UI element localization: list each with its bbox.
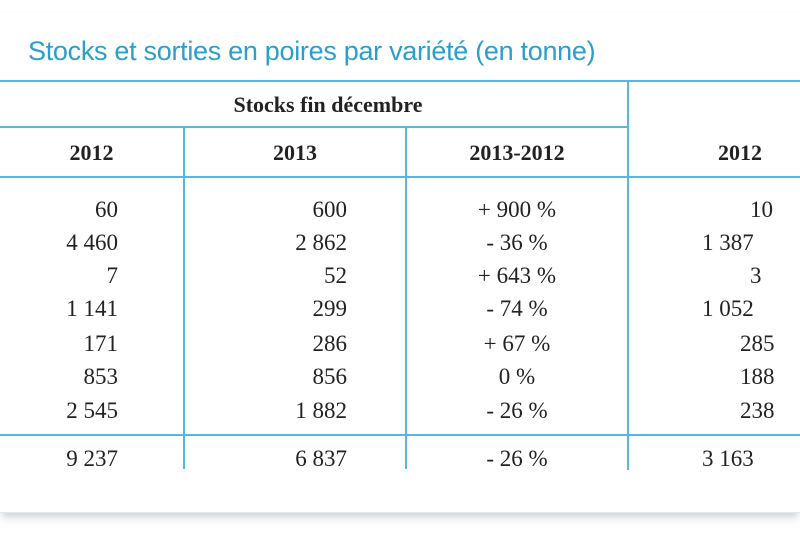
col-header-2012-next: 2012	[718, 140, 762, 165]
cell-next: 1 052	[702, 296, 754, 321]
cell-c2012: 171	[83, 331, 119, 356]
cell-next: 3	[750, 263, 762, 288]
total-2012: 9 237	[66, 446, 118, 471]
total-diff: - 26 %	[486, 446, 548, 471]
col-header-diff: 2013-2012	[469, 140, 565, 165]
cell-next: 188	[740, 364, 775, 389]
col-header-2012: 2012	[69, 140, 114, 165]
rule-top	[0, 80, 800, 82]
cell-diff: + 67 %	[483, 331, 551, 356]
cell-c2012: 853	[83, 364, 119, 389]
col-header-2013: 2013	[273, 140, 317, 165]
group-header-stocks: Stocks fin décembre	[233, 92, 423, 117]
cell-diff: - 26 %	[486, 398, 548, 423]
col-divider-2	[405, 127, 407, 469]
cell-next: 238	[740, 398, 775, 423]
cell-diff: + 643 %	[477, 263, 557, 288]
total-2013: 6 837	[295, 446, 347, 471]
cell-c2013: 1 882	[295, 398, 347, 423]
cell-diff: - 36 %	[486, 230, 548, 255]
cell-next: 10	[750, 197, 773, 222]
cell-c2013: 2 862	[295, 230, 347, 255]
cell-next: 1 387	[702, 230, 754, 255]
page-title: Stocks et sorties en poires par variété …	[28, 36, 596, 66]
col-divider-1	[183, 127, 185, 469]
cell-diff: + 900 %	[477, 197, 557, 222]
cell-diff: 0 %	[498, 364, 536, 389]
cell-c2012: 4 460	[66, 230, 118, 255]
col-divider-3	[627, 82, 629, 470]
cell-c2013: 286	[312, 331, 348, 356]
rule-total	[0, 434, 800, 436]
cell-c2013: 299	[312, 296, 348, 321]
rule-header-mid	[0, 126, 628, 128]
cell-c2013: 600	[312, 197, 348, 222]
cell-c2012: 7	[106, 263, 119, 288]
rule-header-bottom	[0, 176, 800, 178]
cell-c2013: 856	[312, 364, 348, 389]
cell-c2012: 60	[95, 197, 118, 222]
total-next: 3 163	[702, 446, 754, 471]
cell-diff: - 74 %	[486, 296, 548, 321]
cell-next: 285	[740, 331, 775, 356]
cell-c2013: 52	[324, 263, 347, 288]
cell-c2012: 2 545	[66, 398, 118, 423]
table-card: Stocks et sorties en poires par variété …	[0, 14, 800, 513]
cell-c2012: 1 141	[66, 296, 118, 321]
